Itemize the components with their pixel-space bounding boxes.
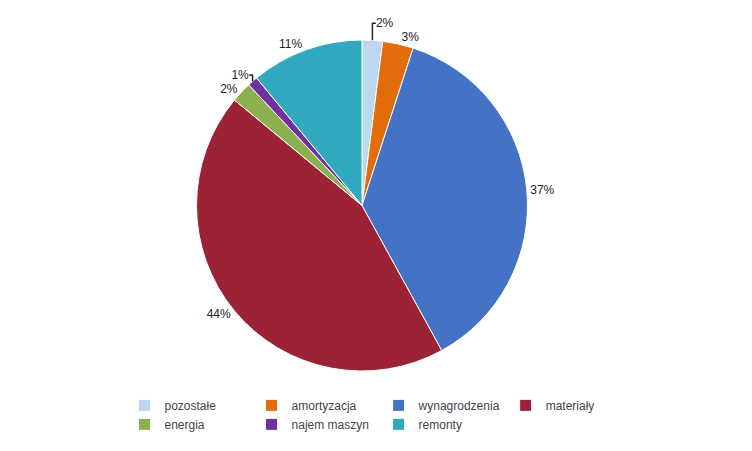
svg-text:44%: 44% — [207, 307, 231, 321]
svg-text:37%: 37% — [530, 183, 554, 197]
svg-text:3%: 3% — [402, 30, 420, 44]
svg-text:2%: 2% — [220, 82, 238, 96]
svg-text:remonty: remonty — [419, 418, 462, 432]
svg-text:1%: 1% — [231, 68, 249, 82]
svg-text:11%: 11% — [279, 37, 302, 51]
svg-text:amortyzacja: amortyzacja — [292, 399, 357, 413]
svg-text:2%: 2% — [376, 16, 394, 30]
svg-text:wynagrodzenia: wynagrodzenia — [418, 399, 500, 413]
svg-text:najem maszyn: najem maszyn — [292, 418, 369, 432]
svg-text:pozostałe: pozostałe — [165, 399, 217, 413]
svg-text:energia: energia — [165, 418, 205, 432]
svg-text:materiały: materiały — [546, 399, 595, 413]
